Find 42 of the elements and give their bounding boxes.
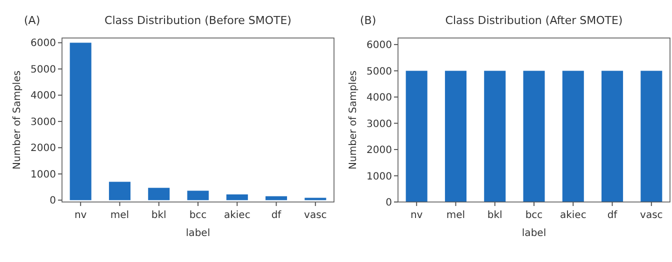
y-tick-label: 1000 — [366, 171, 392, 182]
x-tick-label: akiec — [224, 210, 250, 221]
x-tick-label: df — [271, 210, 282, 221]
y-tick-label: 0 — [386, 198, 392, 208]
y-tick-label: 6000 — [30, 38, 56, 50]
y-tick-label: 3000 — [366, 118, 392, 130]
y-axis-title: Number of Samples — [12, 70, 23, 170]
y-tick-label: 6000 — [366, 40, 392, 52]
y-tick-label: 2000 — [366, 145, 392, 156]
x-tick-label: vasc — [640, 210, 663, 221]
x-tick-label: mel — [110, 210, 130, 221]
text: (A) — [24, 14, 40, 27]
x-tick-label: bcc — [189, 210, 207, 221]
x-axis-title: label — [522, 228, 546, 239]
bar — [148, 188, 170, 200]
bar — [187, 190, 209, 200]
chart-title: Class Distribution (Before SMOTE) — [104, 14, 292, 27]
y-tick-label: 1000 — [30, 169, 56, 180]
y-tick-label: 3000 — [30, 116, 56, 128]
bar — [266, 196, 288, 200]
x-axis-title: label — [186, 228, 210, 239]
x-tick-label: vasc — [304, 210, 327, 221]
x-tick-label: df — [607, 210, 618, 221]
bar — [70, 42, 92, 200]
y-axis-title: Number of Samples — [348, 70, 359, 170]
text: (B) — [360, 14, 376, 27]
bar — [226, 194, 248, 200]
x-tick-label: bcc — [525, 210, 543, 221]
chart-title: Class Distribution (After SMOTE) — [445, 14, 623, 27]
x-tick-label: nv — [74, 210, 87, 221]
y-tick-label: 4000 — [366, 92, 392, 104]
y-tick-label: 4000 — [30, 90, 56, 102]
x-tick-label: akiec — [560, 210, 586, 221]
bar — [108, 182, 130, 200]
y-tick-label: 2000 — [30, 143, 56, 154]
y-tick-label: 5000 — [366, 66, 392, 78]
x-tick-label: bkl — [487, 210, 502, 221]
y-tick-label: 5000 — [30, 64, 56, 76]
x-tick-label: nv — [410, 210, 423, 221]
y-tick-label: 0 — [50, 196, 56, 207]
x-tick-label: mel — [446, 210, 466, 221]
x-tick-label: bkl — [151, 210, 166, 221]
